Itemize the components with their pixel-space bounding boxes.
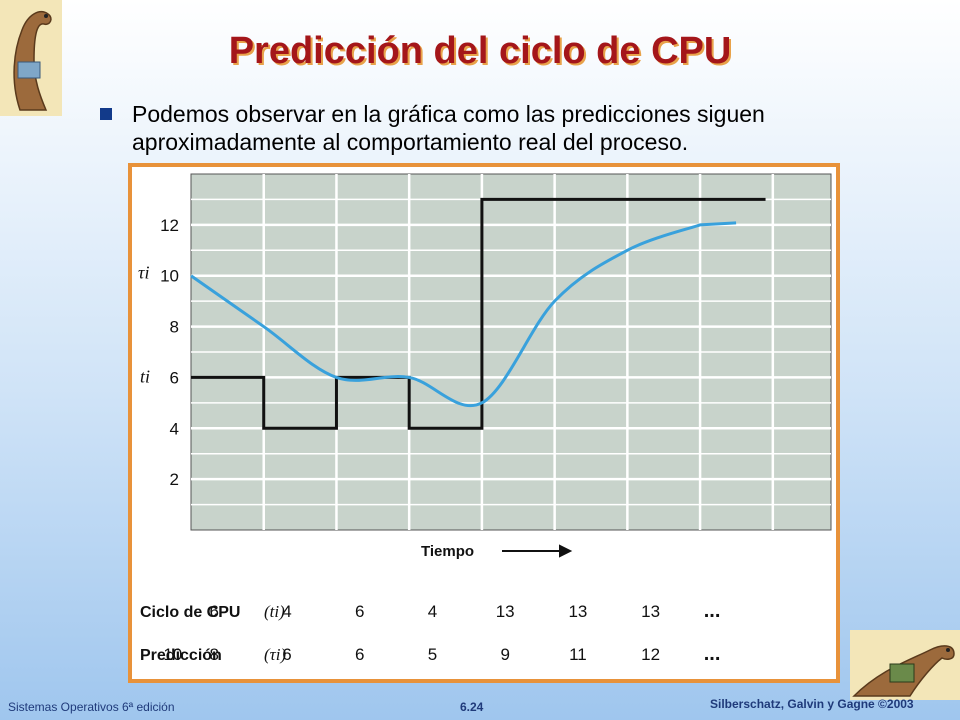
table-cell: 6 bbox=[355, 602, 364, 621]
x-axis-label: Tiempo bbox=[421, 543, 474, 560]
table-ellipsis: ... bbox=[704, 600, 721, 622]
y-axis-label-t: ti bbox=[140, 367, 150, 387]
table-cell: 11 bbox=[569, 645, 587, 664]
y-tick-labels: 2 4 6 8 10 12 bbox=[160, 216, 179, 489]
data-table: Ciclo de CPU (ti) 6 4 6 4 13 13 13 ... Predicción (… bbox=[140, 600, 720, 665]
bullet-point: Podemos observar en la gráfica como las … bbox=[100, 100, 900, 156]
table-row-symbol: (τi) bbox=[264, 645, 286, 664]
bullet-text: Podemos observar en la gráfica como las … bbox=[132, 101, 765, 155]
table-cell: 9 bbox=[500, 645, 509, 664]
table-cell: 13 bbox=[641, 602, 660, 621]
cpu-burst-chart: 2 4 6 8 10 12 τi ti Tiempo Ciclo de CPU (ti) 6 4… bbox=[128, 163, 840, 683]
table-cell: 6 bbox=[210, 602, 219, 621]
y-tick-label: 12 bbox=[160, 216, 179, 235]
y-tick-label: 8 bbox=[170, 318, 179, 337]
y-tick-label: 10 bbox=[160, 267, 179, 286]
table-cell: 4 bbox=[282, 602, 291, 621]
table-cell: 4 bbox=[428, 602, 437, 621]
dinosaur-logo-bottom bbox=[850, 630, 960, 700]
y-tick-label: 2 bbox=[170, 470, 179, 489]
table-cell: 12 bbox=[641, 645, 660, 664]
series-actual-burst bbox=[191, 197, 766, 430]
chart-svg: 2 4 6 8 10 12 τi ti Tiempo Ciclo de CPU (ti) 6 4… bbox=[138, 173, 832, 665]
table-cell: 10 bbox=[163, 645, 182, 664]
table-ellipsis: ... bbox=[704, 643, 721, 665]
table-cell: 5 bbox=[428, 645, 437, 664]
square-bullet-icon bbox=[100, 108, 112, 120]
y-axis-label-tau: τi bbox=[138, 262, 149, 282]
table-row-label: Ciclo de CPU bbox=[140, 604, 240, 621]
footer-course: Sistemas Operativos 6ª edición bbox=[8, 700, 175, 714]
table-row-symbol: (ti) bbox=[264, 602, 285, 621]
table-cell: 6 bbox=[282, 645, 291, 664]
slide-title: Predicción del ciclo de CPU bbox=[228, 30, 732, 72]
footer-page-number: 6.24 bbox=[460, 700, 484, 714]
table-row-label: Predicción bbox=[140, 647, 222, 664]
y-tick-label: 6 bbox=[170, 368, 179, 387]
dinosaur-logo-top bbox=[0, 0, 62, 116]
series-prediction bbox=[190, 221, 737, 408]
table-cell: 13 bbox=[496, 602, 515, 621]
table-cell: 8 bbox=[210, 645, 219, 664]
y-tick-label: 4 bbox=[170, 419, 179, 438]
x-axis-arrow-icon bbox=[502, 544, 573, 558]
table-cell: 6 bbox=[355, 645, 364, 664]
table-cell: 13 bbox=[568, 602, 587, 621]
footer-copyright: Silberschatz, Galvin y Gagne ©2003 bbox=[710, 697, 914, 711]
